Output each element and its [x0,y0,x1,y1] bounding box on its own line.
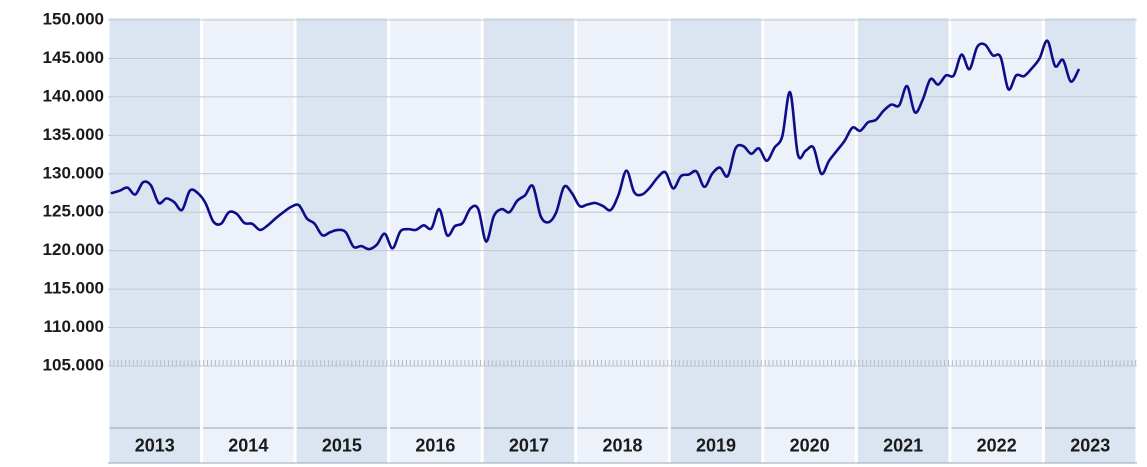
year-band [951,18,1042,463]
x-tick-label: 2015 [322,435,362,455]
year-band [296,18,388,463]
y-tick-label: 140.000 [43,86,104,105]
year-band [577,18,668,463]
y-tick-label: 150.000 [43,9,104,28]
minor-ticks [109,360,1137,366]
year-band [764,18,855,463]
y-tick-label: 110.000 [43,317,104,336]
y-tick-label: 125.000 [43,202,104,221]
y-tick-label: 115.000 [43,279,104,298]
year-band [1044,18,1136,463]
year-band [203,18,294,463]
year-band [390,18,481,463]
year-band [670,18,762,463]
x-tick-label: 2019 [696,435,736,455]
y-tick-label: 120.000 [43,240,104,259]
year-band [857,18,949,463]
y-tick-label: 135.000 [43,125,104,144]
x-tick-label: 2020 [790,435,830,455]
x-tick-label: 2017 [509,435,549,455]
y-tick-label: 130.000 [43,163,104,182]
y-tick-label: 145.000 [43,48,104,67]
plot [110,39,1080,251]
x-tick-label: 2018 [602,435,642,455]
x-tick-label: 2023 [1070,435,1110,455]
year-band [483,18,575,463]
data-line [110,39,1080,251]
x-tick-label: 2016 [415,435,455,455]
x-tick-label: 2014 [228,435,268,455]
y-tick-label: 105.000 [43,355,104,374]
x-tick-label: 2022 [977,435,1017,455]
x-tick-label: 2013 [135,435,175,455]
year-band [109,18,201,463]
grid: 105.000 110.000 115.000 120.000 125.000 130.0… [43,9,1137,374]
x-tick-label: 2021 [883,435,923,455]
year-bands: 2013 2014 2015 2016 2017 2018 2019 2020 2021 2022… [108,18,1137,464]
